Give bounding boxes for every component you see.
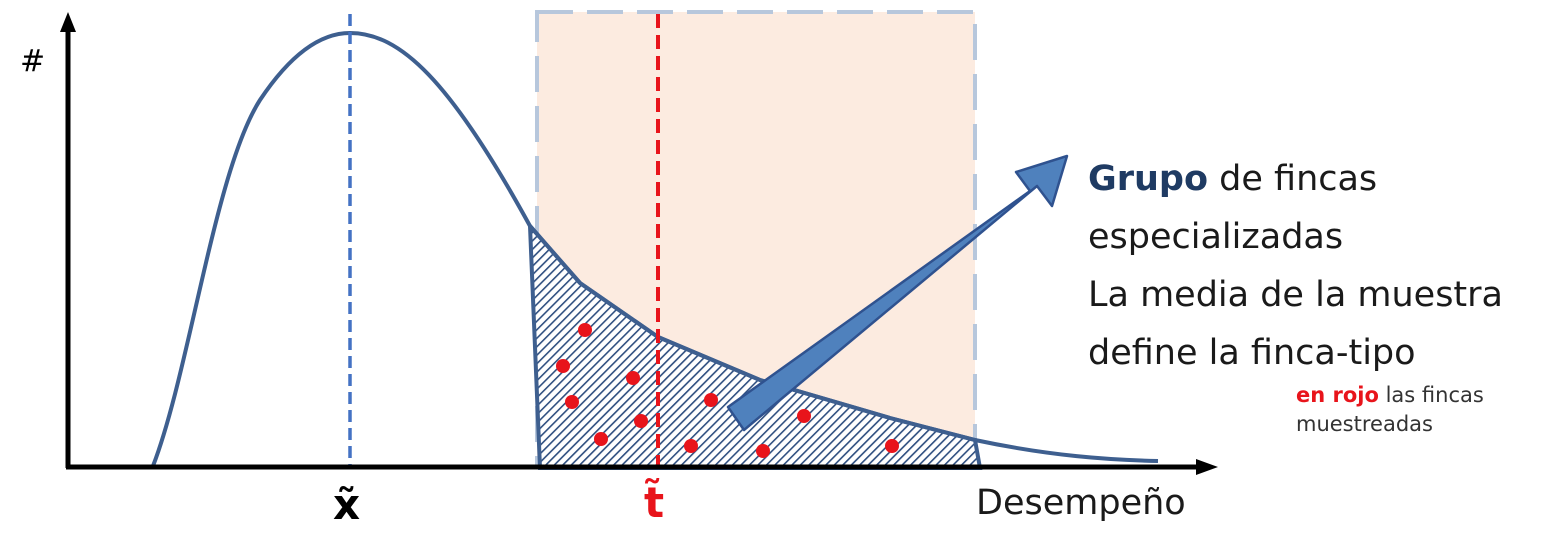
note-line-2: muestreadas xyxy=(1296,412,1433,436)
note-rest: las fincas xyxy=(1378,383,1484,407)
sample-dots xyxy=(556,323,899,458)
group-line-2: especializadas xyxy=(1088,217,1344,257)
sample-dot xyxy=(797,409,811,423)
x-axis-label: Desempeño xyxy=(976,483,1186,523)
sample-dot xyxy=(556,359,570,373)
sample-dot xyxy=(565,395,579,409)
note-line-1: en rojo las fincas xyxy=(1296,381,1484,410)
y-axis-label: # xyxy=(20,44,46,79)
y-axis-arrowhead xyxy=(60,12,76,32)
sample-dot xyxy=(704,393,718,407)
group-line-4: define la finca-tipo xyxy=(1088,333,1416,373)
sample-dot xyxy=(684,439,698,453)
typical-farm-marker-label: t̃ xyxy=(644,478,665,527)
median-marker-label: x̃ xyxy=(333,480,361,529)
block-arrow xyxy=(726,154,1069,432)
sample-dot xyxy=(885,439,899,453)
distribution-curve xyxy=(151,30,1159,467)
sample-dot xyxy=(756,444,770,458)
sample-dot xyxy=(626,371,640,385)
note-highlight: en rojo xyxy=(1296,383,1379,407)
sample-dot xyxy=(634,414,648,428)
group-title-line: Grupo de fincas xyxy=(1088,150,1503,208)
group-title-rest: de fincas xyxy=(1208,159,1378,199)
sample-dot xyxy=(594,432,608,446)
sample-dot xyxy=(578,323,592,337)
sample-note: en rojo las fincas muestreadas xyxy=(1296,381,1484,439)
group-title-highlight: Grupo xyxy=(1088,159,1209,199)
group-description: Grupo de fincas especializadas La media … xyxy=(1088,150,1503,382)
group-line-3: La media de la muestra xyxy=(1088,275,1503,315)
x-axis-arrowhead xyxy=(1196,459,1218,475)
